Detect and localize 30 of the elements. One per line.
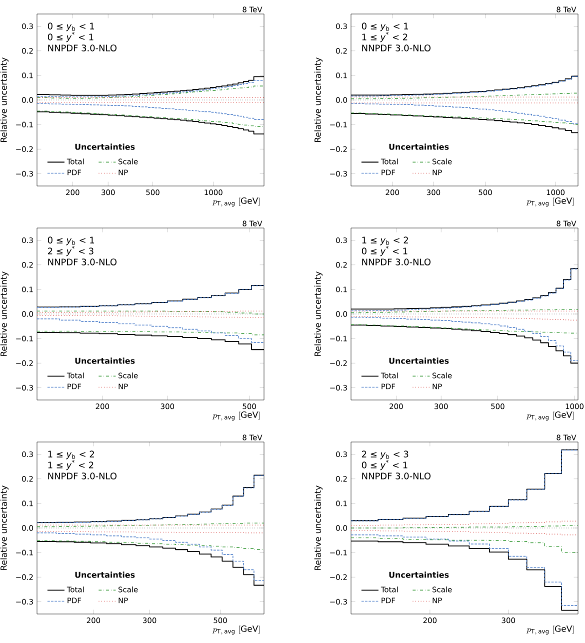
annotation: 0 ≤ y$_{b}$ < 1 bbox=[48, 236, 94, 246]
annotation: 0 ≤ y$_{b}$ < 1 bbox=[362, 22, 408, 32]
x-axis-title: $p_{\mathrm{T,\,avg}}\ \mathrm{[GeV]}$ bbox=[526, 625, 574, 635]
annotation: NNPDF 3.0-NLO bbox=[48, 258, 117, 266]
y-axis-title: Relative uncertainty bbox=[314, 57, 323, 142]
y-axis-title: Relative uncertainty bbox=[0, 271, 9, 356]
y-axis-title: Relative uncertainty bbox=[314, 486, 323, 570]
annotation: 0 ≤ y$^{*}$ < 1 bbox=[48, 32, 94, 42]
annotation: 1 ≤ y$_{b}$ < 2 bbox=[48, 450, 94, 460]
annotation: 1 ≤ y$_{b}$ < 2 bbox=[362, 236, 408, 246]
x-axis-title: $p_{\mathrm{T,\,avg}}\ \mathrm{[GeV]}$ bbox=[526, 411, 574, 421]
annotation: NNPDF 3.0-NLO bbox=[48, 44, 117, 52]
x-axis-title: $p_{\mathrm{T,\,avg}}\ \mathrm{[GeV]}$ bbox=[212, 197, 260, 207]
annotation: 0 ≤ y$_{b}$ < 1 bbox=[48, 22, 94, 32]
x-axis-title: $p_{\mathrm{T,\,avg}}\ \mathrm{[GeV]}$ bbox=[212, 411, 260, 421]
annotation: 1 ≤ y$^{*}$ < 2 bbox=[48, 460, 94, 470]
annotation: NNPDF 3.0-NLO bbox=[362, 44, 431, 52]
y-axis-title: Relative uncertainty bbox=[0, 57, 9, 142]
annotation: NNPDF 3.0-NLO bbox=[362, 472, 431, 480]
annotation: 2 ≤ y$^{*}$ < 3 bbox=[48, 246, 94, 256]
x-axis-title: $p_{\mathrm{T,\,avg}}\ \mathrm{[GeV]}$ bbox=[212, 625, 260, 635]
x-axis-title: $p_{\mathrm{T,\,avg}}\ \mathrm{[GeV]}$ bbox=[526, 197, 574, 207]
y-axis-title: Relative uncertainty bbox=[314, 271, 323, 356]
annotation: 0 ≤ y$^{*}$ < 1 bbox=[362, 460, 408, 470]
annotation: 1 ≤ y$^{*}$ < 2 bbox=[362, 32, 408, 42]
annotation: 0 ≤ y$^{*}$ < 1 bbox=[362, 246, 408, 256]
annotation: NNPDF 3.0-NLO bbox=[362, 258, 431, 266]
y-axis-title: Relative uncertainty bbox=[0, 486, 9, 570]
annotation: 2 ≤ y$_{b}$ < 3 bbox=[362, 450, 408, 460]
annotation: NNPDF 3.0-NLO bbox=[48, 472, 117, 480]
